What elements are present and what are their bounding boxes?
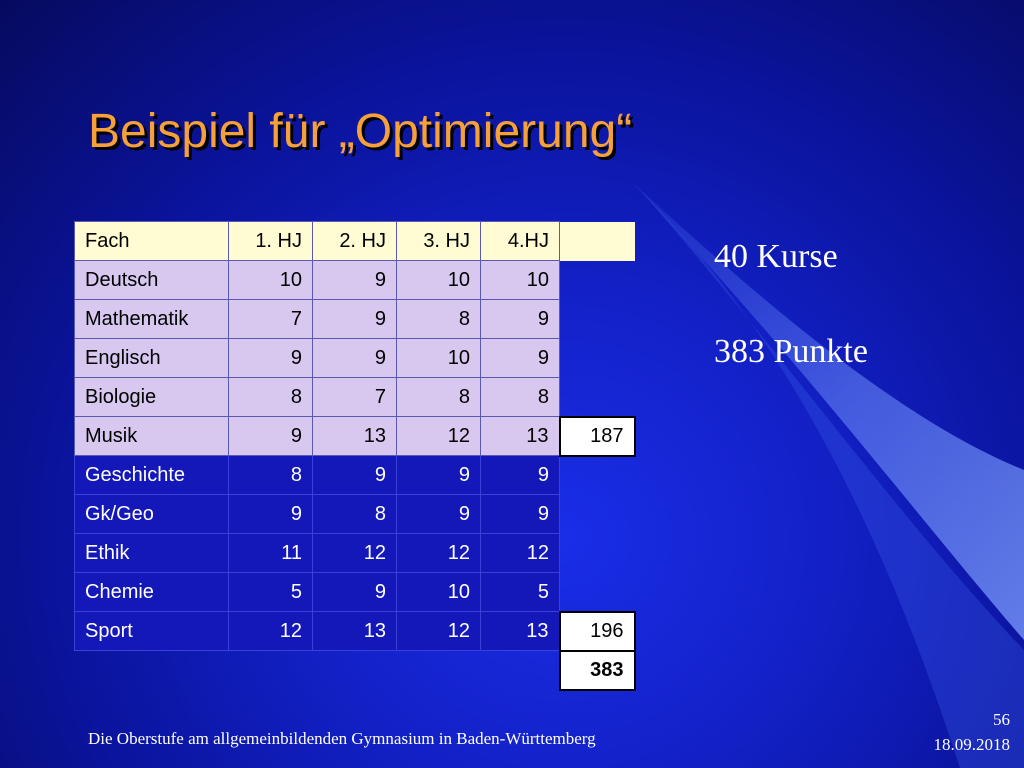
grade-cell: 9 — [312, 455, 397, 495]
empty-cell — [560, 495, 635, 534]
subject-cell: Englisch — [74, 338, 229, 378]
empty-cell — [560, 339, 635, 378]
grade-cell: 9 — [480, 338, 560, 378]
empty-cell — [560, 261, 635, 300]
table-row: Ethik 11 12 12 12 — [74, 533, 635, 573]
grade-cell: 10 — [396, 572, 481, 612]
empty-cell — [560, 456, 635, 495]
table-row: Biologie 8 7 8 8 — [74, 377, 635, 417]
grade-cell: 11 — [228, 533, 313, 573]
courses-count: 40 Kurse — [714, 238, 838, 275]
table-row: Chemie 5 9 10 5 — [74, 572, 635, 612]
grade-cell: 7 — [312, 377, 397, 417]
slide-title: Beispiel für „Optimierung“ — [88, 105, 633, 158]
table-header-row: Fach 1. HJ 2. HJ 3. HJ 4.HJ — [74, 221, 635, 261]
grade-cell: 8 — [312, 494, 397, 534]
subject-cell: Biologie — [74, 377, 229, 417]
grade-cell: 12 — [396, 611, 481, 651]
table-row: Deutsch 10 9 10 10 — [74, 260, 635, 300]
grade-cell: 13 — [312, 416, 397, 456]
table-row: Sport 12 13 12 13 196 — [74, 610, 636, 652]
grade-cell: 12 — [396, 533, 481, 573]
grade-cell: 8 — [396, 299, 481, 339]
footer-date: 18.09.2018 — [933, 735, 1011, 754]
grade-cell: 10 — [480, 260, 560, 300]
grade-cell: 12 — [396, 416, 481, 456]
column-header: 3. HJ — [396, 221, 481, 261]
grade-cell: 8 — [228, 377, 313, 417]
grade-cell: 9 — [312, 260, 397, 300]
table-row: Musik 9 13 12 13 187 — [74, 415, 636, 457]
empty-cell — [560, 573, 635, 612]
grade-cell: 9 — [396, 455, 481, 495]
subject-cell: Chemie — [74, 572, 229, 612]
grade-cell: 8 — [480, 377, 560, 417]
subject-cell: Geschichte — [74, 455, 229, 495]
subject-cell: Musik — [74, 416, 229, 456]
table-row: Geschichte 8 9 9 9 — [74, 455, 635, 495]
grade-cell: 12 — [312, 533, 397, 573]
grade-cell: 13 — [480, 416, 560, 456]
grades-table: Fach 1. HJ 2. HJ 3. HJ 4.HJ Deutsch 10 9 10 10 Mat… — [74, 221, 636, 691]
grade-cell: 9 — [480, 299, 560, 339]
grade-cell: 9 — [480, 494, 560, 534]
grade-cell: 9 — [480, 455, 560, 495]
grade-cell: 10 — [228, 260, 313, 300]
column-header: 4.HJ — [480, 221, 560, 261]
total-cell: 383 — [558, 649, 636, 691]
grade-cell: 9 — [396, 494, 481, 534]
grade-cell: 13 — [480, 611, 560, 651]
page-number: 56 — [993, 710, 1010, 729]
empty-cell — [229, 651, 313, 690]
subject-cell: Mathematik — [74, 299, 229, 339]
grade-cell: 5 — [480, 572, 560, 612]
grade-cell: 9 — [312, 299, 397, 339]
empty-cell — [397, 651, 481, 690]
grade-cell: 9 — [228, 494, 313, 534]
empty-cell — [313, 651, 397, 690]
grade-cell: 10 — [396, 260, 481, 300]
subject-cell: Deutsch — [74, 260, 229, 300]
empty-cell — [481, 651, 560, 690]
subject-cell: Gk/Geo — [74, 494, 229, 534]
footer-text: Die Oberstufe am allgemeinbildenden Gymn… — [88, 729, 596, 748]
grade-cell: 8 — [228, 455, 313, 495]
subtotal-cell: 187 — [558, 415, 636, 457]
column-header: Fach — [74, 221, 229, 261]
grade-cell: 9 — [228, 416, 313, 456]
grade-cell: 9 — [312, 572, 397, 612]
column-header: 1. HJ — [228, 221, 313, 261]
grade-cell: 9 — [228, 338, 313, 378]
grade-cell: 7 — [228, 299, 313, 339]
grade-cell: 12 — [228, 611, 313, 651]
grades-table-body: Fach 1. HJ 2. HJ 3. HJ 4.HJ Deutsch 10 9 10 10 Mat… — [74, 221, 636, 691]
empty-cell — [75, 651, 229, 690]
empty-cell — [560, 534, 635, 573]
table-row: Englisch 9 9 10 9 — [74, 338, 635, 378]
table-total-row: 383 — [75, 649, 636, 691]
grade-cell: 12 — [480, 533, 560, 573]
points-total-text: 383 Punkte — [714, 333, 868, 370]
table-row: Gk/Geo 9 8 9 9 — [74, 494, 635, 534]
empty-cell — [560, 300, 635, 339]
grade-cell: 5 — [228, 572, 313, 612]
grade-cell: 10 — [396, 338, 481, 378]
grade-cell: 8 — [396, 377, 481, 417]
empty-cell — [560, 378, 635, 417]
grade-cell: 9 — [312, 338, 397, 378]
subtotal-cell: 196 — [558, 610, 636, 652]
empty-cell — [559, 221, 635, 261]
subject-cell: Ethik — [74, 533, 229, 573]
subject-cell: Sport — [74, 611, 229, 651]
grade-cell: 13 — [312, 611, 397, 651]
table-row: Mathematik 7 9 8 9 — [74, 299, 635, 339]
column-header: 2. HJ — [312, 221, 397, 261]
